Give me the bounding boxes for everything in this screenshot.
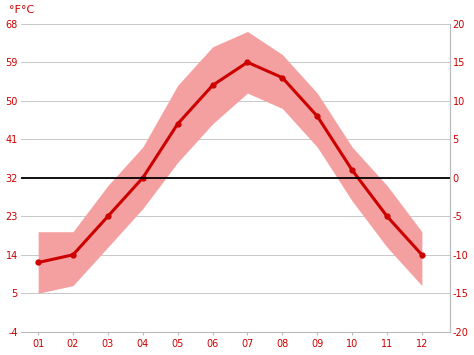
Text: °C: °C <box>21 5 34 15</box>
Text: °F: °F <box>9 5 21 15</box>
